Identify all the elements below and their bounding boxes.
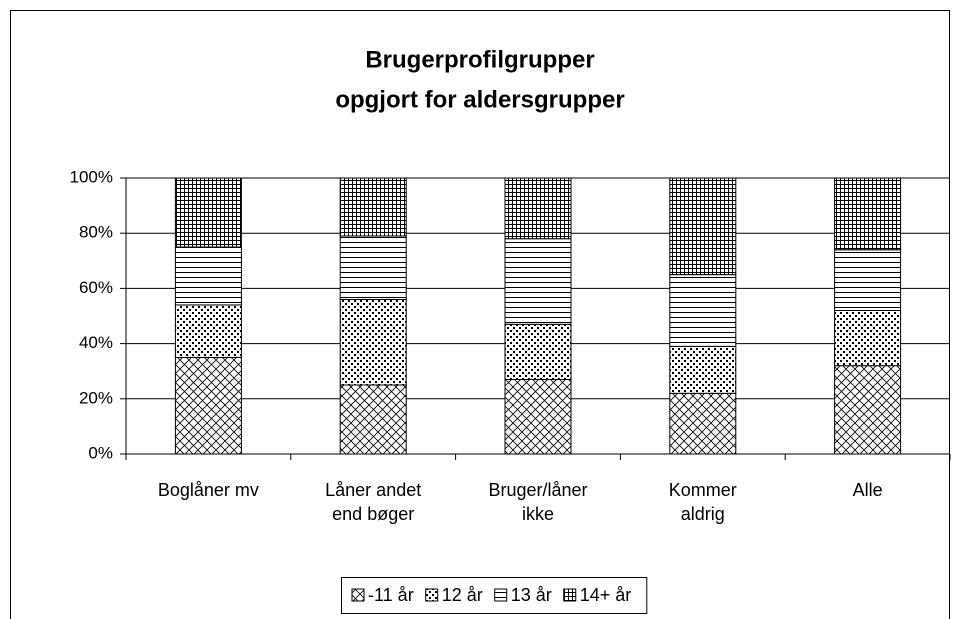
bar-segment [834, 309, 902, 367]
bar-segment [834, 177, 902, 251]
bar-segment [174, 304, 242, 358]
bar-segment [504, 378, 572, 455]
y-tick-label: 0% [88, 443, 113, 462]
x-tick-label: Låner andet end bøger [325, 480, 422, 524]
bar-segment [339, 298, 407, 386]
legend-box [341, 577, 648, 614]
y-tick-label: 20% [79, 388, 113, 407]
x-tick-label: Alle [852, 480, 883, 500]
legend: -11 år 12 år 13 år 14+ år [351, 585, 632, 605]
bar-segment [669, 345, 737, 394]
legend-swatch [351, 588, 365, 602]
bar-segment [504, 177, 572, 240]
x-tick-label: Bruger/låner ikke [488, 480, 588, 524]
legend-label: -11 år [368, 585, 414, 605]
chart-title: Brugerprofilgrupper [365, 46, 594, 73]
bar-segment [339, 177, 407, 237]
bar-segment [669, 177, 737, 276]
bar-segment [174, 246, 242, 306]
y-tick-label: 80% [79, 223, 113, 242]
chart-frame [10, 10, 950, 619]
x-tick-label: Kommer aldrig [668, 480, 737, 524]
bar-segment [504, 323, 572, 380]
bar-segment [504, 238, 572, 325]
bar-segment [669, 392, 737, 455]
bar-segment [339, 384, 407, 455]
y-tick-label: 100% [70, 167, 113, 186]
chart-title: opgjort for aldersgrupper [335, 86, 624, 113]
bar-segment [834, 365, 902, 455]
legend-label: 13 år [511, 585, 552, 605]
bar-segment [834, 249, 902, 311]
x-tick-label: Boglåner mv [157, 480, 259, 500]
bar-segment [339, 235, 407, 300]
y-tick-label: 60% [79, 278, 113, 297]
bar-segment [174, 356, 242, 455]
legend-swatch [563, 588, 577, 602]
y-tick-label: 40% [79, 333, 113, 352]
bar-segment [669, 274, 737, 347]
legend-label: 12 år [442, 585, 483, 605]
bar-segment [174, 177, 242, 248]
legend-swatch [494, 588, 508, 602]
legend-swatch [425, 588, 439, 602]
legend-label: 14+ år [580, 585, 632, 605]
